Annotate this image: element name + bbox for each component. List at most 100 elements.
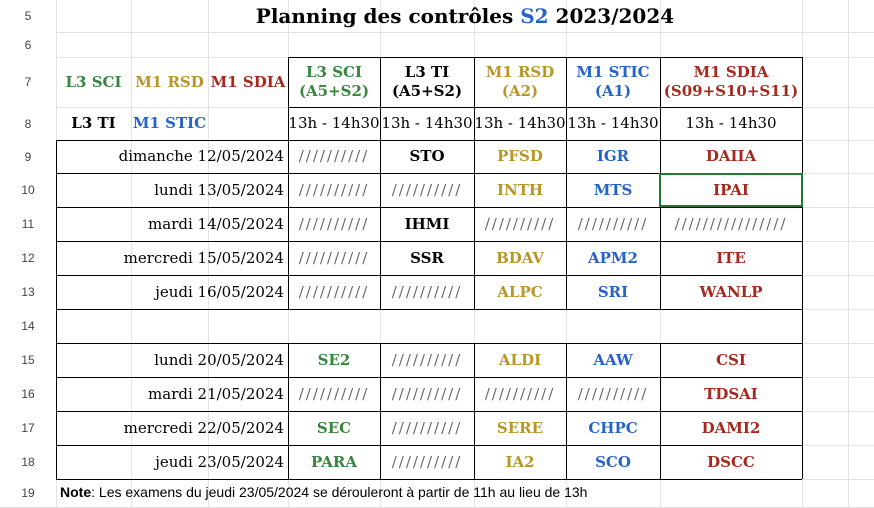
table-border [566, 343, 567, 479]
row-header[interactable]: 11 [0, 207, 56, 241]
row-header[interactable]: 9 [0, 140, 56, 173]
column-time: 13h - 14h30 [381, 114, 473, 133]
column-room: (A2) [501, 82, 539, 100]
date-cell[interactable]: jeudi 16/05/2024 [155, 282, 284, 301]
table-border [660, 57, 661, 140]
column-name: M1 RSD [485, 63, 555, 82]
exam-code[interactable]: ALDI [498, 350, 542, 369]
table-border [380, 57, 381, 140]
column-header: M1 SDIA (S09+S10+S11) [660, 57, 802, 107]
empty-slot[interactable]: ////////// [484, 384, 556, 403]
exam-code[interactable]: BDAV [496, 248, 544, 267]
column-room: (A5+S2) [391, 82, 463, 100]
date-cell[interactable]: dimanche 12/05/2024 [118, 147, 284, 166]
empty-slot[interactable]: ////////// [391, 180, 463, 199]
table-border [660, 140, 661, 309]
exam-code[interactable]: CHPC [588, 418, 638, 437]
table-border [474, 140, 475, 309]
title-semester: S2 [520, 3, 549, 28]
exam-code[interactable]: TDSAI [704, 384, 758, 403]
date-cell[interactable]: mercredi 15/05/2024 [123, 248, 284, 267]
selected-cell[interactable] [659, 173, 803, 207]
column-room: (A5+S2) [298, 82, 370, 100]
empty-slot[interactable]: ////////// [298, 147, 370, 166]
empty-slot[interactable]: ////////// [391, 282, 463, 301]
row-header[interactable]: 10 [0, 173, 56, 207]
table-border [56, 343, 57, 479]
row-header[interactable]: 5 [0, 0, 56, 32]
exam-code[interactable]: PARA [311, 452, 357, 471]
exam-code[interactable]: STO [409, 147, 445, 166]
table-border [56, 207, 802, 208]
row-header[interactable]: 17 [0, 411, 56, 445]
legend-m1-rsd: M1 RSD [135, 72, 204, 91]
empty-slot[interactable]: ////////// [577, 214, 649, 233]
column-name: M1 SDIA [693, 63, 769, 82]
exam-code[interactable]: IHMI [404, 214, 450, 233]
empty-slot[interactable]: ////////// [484, 214, 556, 233]
column-name: L3 SCI [306, 63, 362, 82]
table-border [566, 57, 567, 140]
table-border [566, 140, 567, 309]
exam-code[interactable]: ITE [716, 248, 746, 267]
date-cell[interactable]: mercredi 22/05/2024 [123, 418, 284, 437]
row-header[interactable]: 13 [0, 275, 56, 309]
exam-code[interactable]: WANLP [699, 282, 763, 301]
table-border [56, 241, 802, 242]
gridline-vertical [208, 0, 209, 507]
empty-slot[interactable]: //////////////// [674, 214, 788, 233]
exam-code[interactable]: IGR [596, 147, 630, 166]
empty-slot[interactable]: ////////// [298, 384, 370, 403]
exam-code[interactable]: MTS [593, 180, 633, 199]
exam-code[interactable]: PFSD [497, 147, 543, 166]
exam-code[interactable]: DAIIA [705, 147, 757, 166]
exam-code[interactable]: ALPC [497, 282, 543, 301]
row-header[interactable]: 15 [0, 343, 56, 377]
footnote: Note: Les examens du jeudi 23/05/2024 se… [56, 479, 874, 507]
footnote-text: : Les examens du jeudi 23/05/2024 se dér… [91, 484, 588, 501]
row-header[interactable]: 19 [0, 479, 56, 507]
exam-code[interactable]: SERE [496, 418, 544, 437]
date-cell[interactable]: lundi 13/05/2024 [154, 180, 284, 199]
exam-code[interactable]: AAW [593, 350, 633, 369]
empty-slot[interactable]: ////////// [577, 384, 649, 403]
empty-slot[interactable]: ////////// [298, 248, 370, 267]
row-header[interactable]: 7 [0, 57, 56, 107]
empty-slot[interactable]: ////////// [391, 384, 463, 403]
exam-code[interactable]: IA2 [505, 452, 535, 471]
table-border [802, 309, 803, 343]
exam-code[interactable]: SE2 [317, 350, 351, 369]
row-header[interactable]: 12 [0, 241, 56, 275]
exam-code[interactable]: DAMI2 [701, 418, 761, 437]
row-header[interactable]: 16 [0, 377, 56, 411]
row-header[interactable]: 18 [0, 445, 56, 479]
table-border [288, 343, 289, 479]
empty-slot[interactable]: ////////// [391, 418, 463, 437]
date-cell[interactable]: mardi 21/05/2024 [148, 384, 284, 403]
empty-slot[interactable]: ////////// [391, 350, 463, 369]
empty-slot[interactable]: ////////// [298, 180, 370, 199]
table-border [56, 140, 802, 141]
empty-slot[interactable]: ////////// [391, 452, 463, 471]
exam-code[interactable]: INTH [496, 180, 544, 199]
exam-code[interactable]: APM2 [588, 248, 638, 267]
row-header[interactable]: 6 [0, 32, 56, 57]
row-header[interactable]: 14 [0, 309, 56, 343]
exam-code[interactable]: CSI [716, 350, 746, 369]
date-cell[interactable]: lundi 20/05/2024 [154, 350, 284, 369]
date-cell[interactable]: mardi 14/05/2024 [148, 214, 284, 233]
column-header: M1 STIC (A1) [566, 57, 660, 107]
exam-code[interactable]: SSR [410, 248, 444, 267]
table-border [56, 140, 57, 309]
exam-code[interactable]: IPAI [713, 180, 749, 199]
exam-code[interactable]: SEC [316, 418, 352, 437]
exam-code[interactable]: SCO [595, 452, 631, 471]
exam-code[interactable]: SRI [597, 282, 629, 301]
date-cell[interactable]: jeudi 23/05/2024 [155, 452, 284, 471]
exam-code[interactable]: DSCC [707, 452, 755, 471]
empty-slot[interactable]: ////////// [298, 282, 370, 301]
column-room: (S09+S10+S11) [663, 82, 799, 100]
empty-slot[interactable]: ////////// [298, 214, 370, 233]
row-header[interactable]: 8 [0, 107, 56, 140]
